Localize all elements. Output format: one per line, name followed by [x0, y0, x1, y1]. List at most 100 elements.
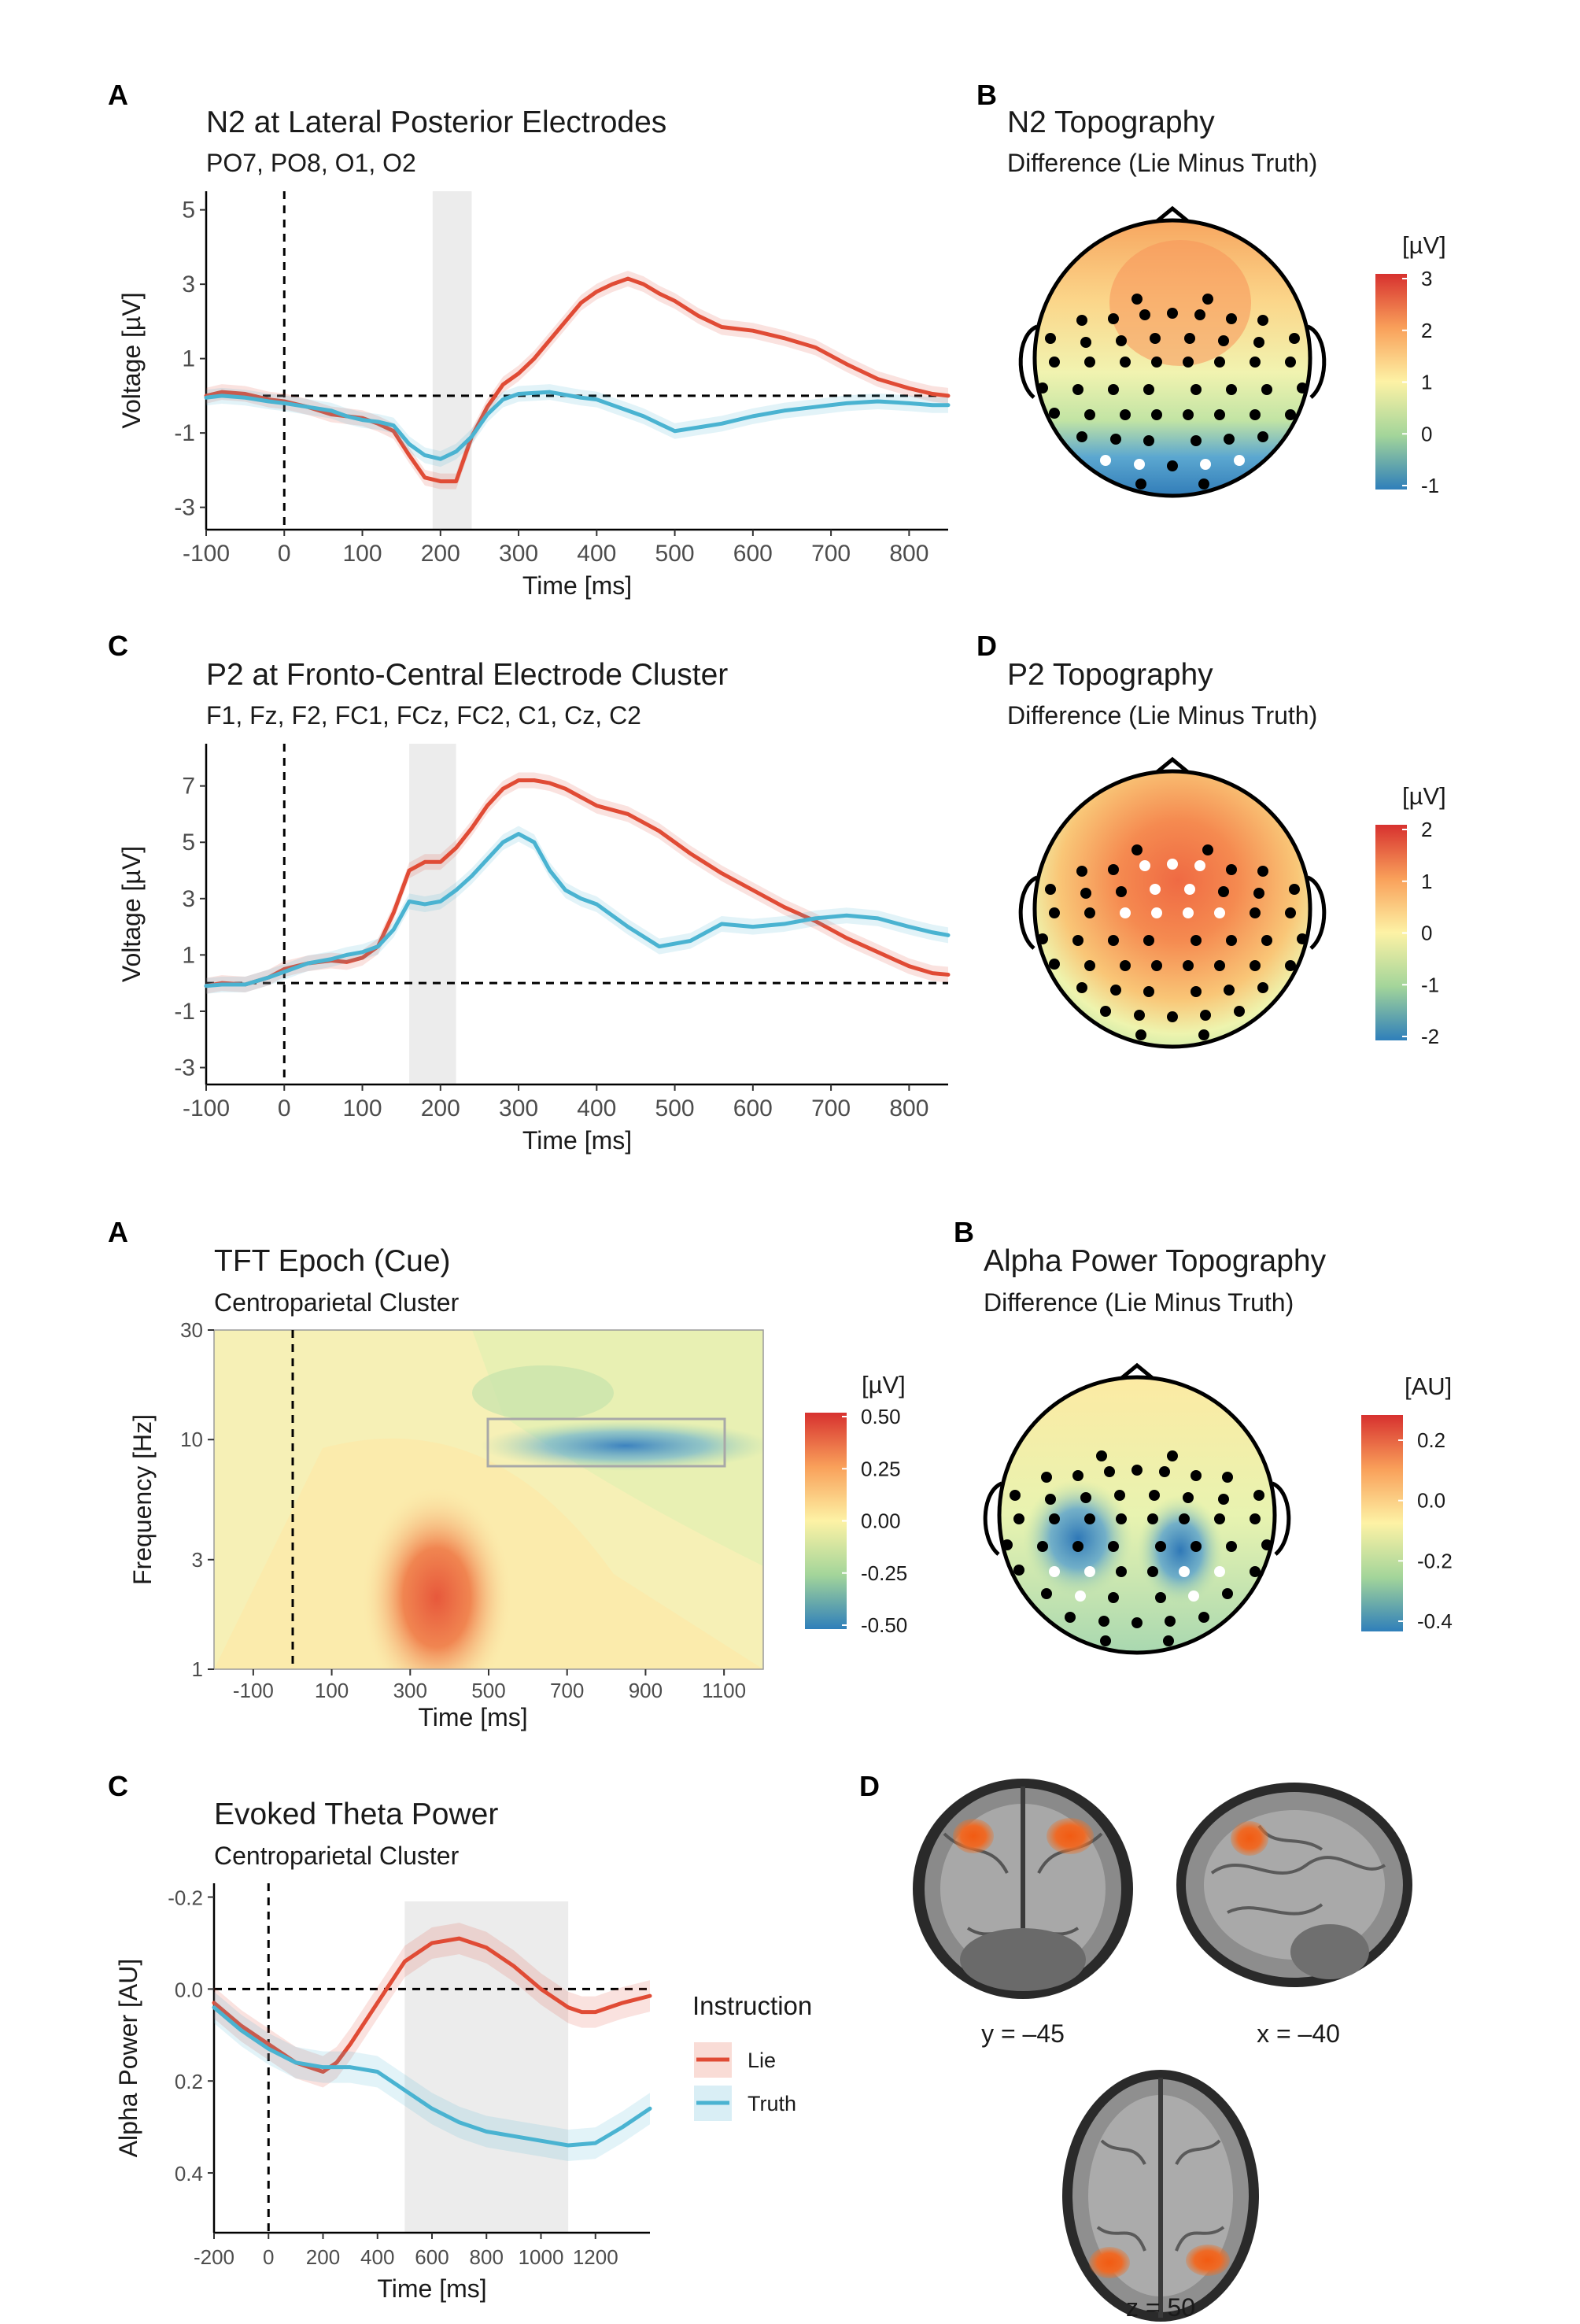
electrode — [1289, 333, 1300, 344]
brain-axial-slice — [1062, 2070, 1259, 2322]
electrode-roi — [1179, 1566, 1190, 1577]
colorbar-tick-label: 0 — [1421, 422, 1432, 445]
electrode — [1202, 294, 1213, 305]
electrode — [1013, 1565, 1024, 1576]
panel-letter-b2: B — [954, 1216, 974, 1248]
electrode — [1167, 308, 1178, 319]
electrode — [1037, 382, 1048, 393]
electrode — [1076, 866, 1087, 877]
electrode — [1143, 986, 1154, 997]
x-tick-label: -100 — [233, 1679, 274, 1702]
colorbar-tick-label: -2 — [1421, 1025, 1439, 1048]
panel-letter-b1: B — [976, 79, 997, 111]
series-ribbon-truth — [214, 1991, 650, 2161]
electrode — [1214, 357, 1225, 368]
electrode — [1151, 357, 1162, 368]
electrode-roi — [1183, 907, 1194, 918]
colorbar-n2-title: [µV] — [1402, 231, 1446, 259]
electrode — [1183, 960, 1194, 971]
series-line-truth — [204, 390, 951, 461]
electrode — [1250, 409, 1261, 420]
electrode — [1143, 435, 1154, 446]
x-tick-label: 400 — [360, 2245, 394, 2269]
series-ribbon-truth — [206, 384, 948, 467]
electrode — [1257, 982, 1268, 993]
colorbar-tick-label: 0 — [1421, 922, 1432, 945]
x-tick-label: 800 — [470, 2245, 504, 2269]
x-tick-label: 0 — [278, 1095, 291, 1121]
x-tick-label: 100 — [315, 1679, 349, 1702]
electrode — [1250, 907, 1261, 918]
panel-subtitle-b1: Difference (Lie Minus Truth) — [1007, 149, 1317, 177]
electrode — [1250, 1513, 1261, 1524]
electrode — [1198, 478, 1209, 490]
electrode — [1253, 337, 1264, 348]
electrode — [1218, 1494, 1229, 1505]
electrode — [1253, 888, 1264, 899]
legend-label-lie: Lie — [748, 2049, 776, 2072]
electrode — [1285, 907, 1296, 918]
electrode — [1072, 384, 1083, 395]
series-ribbon-truth — [206, 826, 948, 994]
electrode — [1226, 1541, 1237, 1552]
panel-letter-c1: C — [108, 630, 128, 662]
legend-title: Instruction — [692, 1991, 812, 2020]
electrode — [1253, 1490, 1264, 1501]
x-tick-label: 900 — [629, 1679, 663, 1702]
tft-alpha-blob — [480, 1421, 763, 1471]
tft-theta-blob — [362, 1487, 511, 1669]
electrode — [1224, 434, 1235, 445]
electrode — [1100, 1006, 1111, 1017]
panel-title-a2: TFT Epoch (Cue) — [214, 1244, 451, 1278]
electrode — [1108, 935, 1119, 946]
x-tick-label: -100 — [183, 541, 230, 567]
panel-subtitle-a2: Centroparietal Cluster — [214, 1288, 460, 1317]
head-ear-right — [1271, 1481, 1291, 1556]
electrode — [1110, 985, 1121, 996]
electrode — [1116, 1566, 1127, 1577]
electrode — [1013, 1513, 1024, 1524]
y-axis-title: Voltage [µV] — [117, 292, 146, 428]
x-axis-title: Time [ms] — [522, 571, 632, 600]
colorbar-tick-label: 0.50 — [861, 1405, 901, 1428]
electrode — [1285, 409, 1296, 420]
electrode — [1049, 907, 1060, 918]
electrode — [1135, 478, 1146, 490]
electrode — [1135, 1029, 1146, 1040]
y-tick-label: 1 — [182, 346, 195, 372]
x-tick-label: 400 — [577, 541, 616, 567]
electrode — [1151, 409, 1162, 420]
colorbar-tft-title: [µV] — [862, 1371, 906, 1398]
electrode-roi — [1100, 455, 1111, 466]
electrode — [1041, 1472, 1052, 1483]
electrode — [1167, 1450, 1178, 1461]
colorbar-tft: [µV] 0.50 0.25 0.00 -0.25 -0.50 — [805, 1371, 907, 1637]
y-tick-label: -0.2 — [168, 1886, 203, 1910]
electrode — [1139, 309, 1150, 320]
electrode — [1183, 409, 1194, 420]
panel-subtitle-c1: F1, Fz, F2, FC1, FCz, FC2, C1, Cz, C2 — [206, 701, 641, 730]
electrode — [1222, 1472, 1233, 1483]
electrode — [1297, 933, 1308, 944]
electrode — [1202, 844, 1213, 855]
brain-sagittal-slice — [1176, 1783, 1412, 1987]
y-tick-label: 30 — [180, 1318, 203, 1342]
electrode — [1226, 313, 1237, 324]
electrode — [1084, 907, 1095, 918]
electrode-roi — [1188, 1591, 1199, 1602]
electrode-roi — [1134, 459, 1145, 470]
electrode — [1131, 844, 1143, 855]
electrode-roi — [1049, 1566, 1060, 1577]
colorbar-p2-bar — [1375, 825, 1407, 1040]
electrode — [1084, 409, 1095, 420]
x-tick-label: 0 — [263, 2245, 274, 2269]
electrode — [1131, 1465, 1143, 1476]
electrode — [1194, 309, 1205, 320]
y-tick-label: 1 — [182, 942, 195, 968]
electrode — [1080, 888, 1091, 899]
colorbar-tick-label: -0.50 — [861, 1613, 907, 1637]
electrode — [1120, 357, 1131, 368]
electrode — [1041, 1588, 1052, 1599]
electrode-layer — [1037, 294, 1308, 490]
electrode — [1143, 935, 1154, 946]
